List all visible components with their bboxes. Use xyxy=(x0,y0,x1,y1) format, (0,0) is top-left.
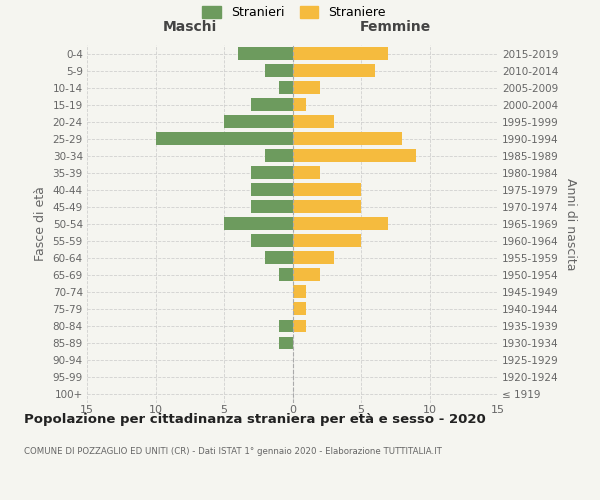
Bar xyxy=(265,64,293,77)
Bar xyxy=(293,252,334,264)
Bar xyxy=(293,150,416,162)
Y-axis label: Fasce di età: Fasce di età xyxy=(34,186,47,261)
Bar xyxy=(293,200,361,213)
Bar xyxy=(293,47,388,60)
Bar xyxy=(293,98,306,111)
Bar xyxy=(251,98,293,111)
Bar xyxy=(279,320,293,332)
Bar xyxy=(293,218,388,230)
Bar xyxy=(293,320,306,332)
Bar xyxy=(224,218,293,230)
Bar xyxy=(293,64,375,77)
Bar xyxy=(293,184,361,196)
Bar xyxy=(293,132,402,145)
Text: Maschi: Maschi xyxy=(163,20,217,34)
Text: Femmine: Femmine xyxy=(359,20,431,34)
Bar xyxy=(251,184,293,196)
Bar xyxy=(279,81,293,94)
Bar xyxy=(224,115,293,128)
Bar xyxy=(293,81,320,94)
Bar xyxy=(293,286,306,298)
Bar xyxy=(293,115,334,128)
Legend: Stranieri, Straniere: Stranieri, Straniere xyxy=(202,6,386,19)
Text: COMUNE DI POZZAGLIO ED UNITI (CR) - Dati ISTAT 1° gennaio 2020 - Elaborazione TU: COMUNE DI POZZAGLIO ED UNITI (CR) - Dati… xyxy=(24,448,442,456)
Y-axis label: Anni di nascita: Anni di nascita xyxy=(565,178,577,270)
Bar xyxy=(155,132,293,145)
Bar xyxy=(279,268,293,281)
Bar xyxy=(293,302,306,316)
Text: Popolazione per cittadinanza straniera per età e sesso - 2020: Popolazione per cittadinanza straniera p… xyxy=(24,412,486,426)
Bar xyxy=(293,234,361,247)
Bar xyxy=(293,166,320,179)
Bar xyxy=(279,336,293,349)
Bar xyxy=(265,150,293,162)
Bar xyxy=(265,252,293,264)
Bar xyxy=(238,47,293,60)
Bar xyxy=(251,234,293,247)
Bar xyxy=(293,268,320,281)
Bar xyxy=(251,166,293,179)
Bar xyxy=(251,200,293,213)
